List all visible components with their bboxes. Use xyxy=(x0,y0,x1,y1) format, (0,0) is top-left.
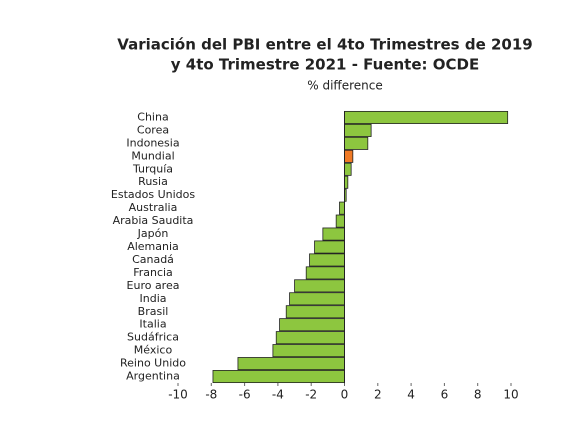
y-tick-label: Turquía xyxy=(132,162,173,175)
x-tick-label: -10 xyxy=(168,388,188,402)
y-tick-label: Japón xyxy=(137,227,169,240)
y-tick-label: Brasil xyxy=(138,305,169,318)
bar xyxy=(309,253,345,267)
x-tick-label: -8 xyxy=(205,388,217,402)
y-tick-label: Argentina xyxy=(126,370,180,383)
y-tick-label: Alemania xyxy=(127,240,179,253)
x-tick-label: 10 xyxy=(503,388,518,402)
y-tick-label: China xyxy=(137,110,168,123)
y-tick-label: Euro area xyxy=(127,279,180,292)
y-tick-label: Mundial xyxy=(131,149,174,162)
bar xyxy=(314,240,345,254)
bar xyxy=(339,201,345,215)
y-tick-label: India xyxy=(140,292,167,305)
y-tick-label: Arabia Saudita xyxy=(113,214,194,227)
y-tick-label: Australia xyxy=(129,201,178,214)
y-tick-label: Estados Unidos xyxy=(111,188,195,201)
y-tick-label: Corea xyxy=(137,123,169,136)
bar xyxy=(294,279,345,293)
x-tick-label: 6 xyxy=(441,388,449,402)
x-tick-label: -6 xyxy=(239,388,251,402)
bar xyxy=(344,162,352,176)
bar xyxy=(305,266,345,280)
bar xyxy=(212,370,345,384)
bar xyxy=(275,331,345,345)
y-tick-label: Sudáfrica xyxy=(127,331,179,344)
bar xyxy=(272,344,345,358)
x-tick-label: 8 xyxy=(474,388,482,402)
chart-subtitle: % difference xyxy=(307,79,382,93)
chart-title: y 4to Trimestre 2021 - Fuente: OCDE xyxy=(171,56,479,74)
bar xyxy=(237,357,345,371)
bar xyxy=(289,292,345,306)
x-tick-label: 0 xyxy=(341,388,349,402)
x-tick-label: 2 xyxy=(374,388,382,402)
y-tick-label: México xyxy=(134,344,173,357)
y-tick-label: Canadá xyxy=(132,253,174,266)
bar xyxy=(335,214,345,228)
bar xyxy=(344,149,354,163)
bar xyxy=(344,136,369,150)
y-tick-label: Francia xyxy=(133,266,173,279)
bar xyxy=(344,123,372,137)
x-tick-label: -4 xyxy=(272,388,284,402)
x-tick-label: -2 xyxy=(305,388,317,402)
bar xyxy=(279,318,345,332)
bar xyxy=(285,305,345,319)
y-tick-label: Rusia xyxy=(138,175,168,188)
x-tick-label: 4 xyxy=(407,388,415,402)
bar xyxy=(344,110,509,124)
bar xyxy=(322,227,345,241)
y-tick-label: Reino Unido xyxy=(120,357,186,370)
y-tick-label: Indonesia xyxy=(126,136,179,149)
chart-title: Variación del PBI entre el 4to Trimestre… xyxy=(117,36,532,54)
y-tick-label: Italia xyxy=(139,318,166,331)
